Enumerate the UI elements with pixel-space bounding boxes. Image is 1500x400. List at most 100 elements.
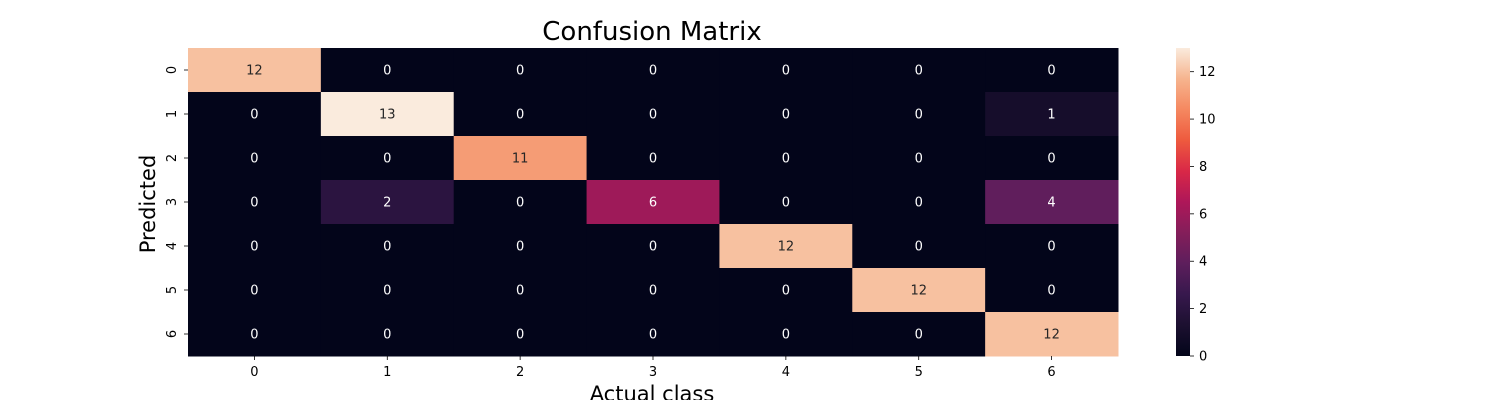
colorbar-tick-label: 4	[1199, 255, 1207, 270]
heatmap-cell	[320, 180, 455, 225]
cell-value-label: 0	[250, 152, 258, 167]
heatmap-cell	[586, 92, 720, 137]
heatmap-cell	[852, 92, 986, 137]
cell-value-label: 0	[383, 328, 391, 343]
heatmap-cell	[852, 48, 986, 93]
heatmap-cell	[586, 136, 720, 181]
cell-value-label: 0	[782, 64, 790, 79]
cell-value-label: 0	[649, 152, 657, 167]
cell-value-label: 0	[1047, 240, 1055, 255]
heatmap-cells: 12 0 0 0 0 0 0 0 13 0 0 0 0 1 0 0 11 0 0 0 0 0 2 0 6 0 0 4 0 0 0 0 12 0 0 0…	[188, 48, 1119, 357]
heatmap-cell	[852, 312, 986, 357]
y-tick-label: 4	[165, 242, 180, 250]
x-axis-ticks: 0 1 2 3 4 5 6	[250, 356, 1056, 380]
heatmap-cell	[719, 136, 853, 181]
heatmap-cell	[453, 268, 588, 313]
heatmap-cell	[719, 92, 853, 137]
heatmap-cell	[320, 136, 455, 181]
cell-value-label: 0	[516, 196, 524, 211]
cell-value-label: 0	[782, 284, 790, 299]
cell-value-label: 11	[512, 152, 529, 167]
x-tick-label: 2	[516, 365, 524, 380]
heatmap-cell	[852, 180, 986, 225]
heatmap-cell	[188, 312, 322, 357]
heatmap-cell	[985, 48, 1119, 93]
cell-value-label: 0	[649, 64, 657, 79]
heatmap-cell	[453, 92, 588, 137]
colorbar-tick-label: 8	[1199, 160, 1207, 175]
cell-value-label: 0	[1047, 64, 1055, 79]
heatmap-cell	[188, 136, 322, 181]
heatmap-cell	[586, 268, 720, 313]
y-tick-label: 5	[165, 286, 180, 294]
y-tick-label: 0	[165, 66, 180, 74]
heatmap-cell	[320, 312, 455, 357]
heatmap-cell	[320, 48, 455, 93]
cell-value-label: 0	[383, 240, 391, 255]
cell-value-label: 0	[782, 152, 790, 167]
heatmap-cell	[586, 224, 720, 269]
heatmap-cell	[985, 92, 1119, 137]
y-tick-label: 6	[165, 330, 180, 338]
heatmap-cell	[320, 268, 455, 313]
y-tick-label: 1	[165, 110, 180, 118]
cell-value-label: 6	[649, 196, 657, 211]
cell-value-label: 0	[915, 152, 923, 167]
heatmap-cell	[985, 312, 1119, 357]
cell-value-label: 0	[516, 108, 524, 123]
cell-value-label: 0	[250, 108, 258, 123]
heatmap-cell	[586, 180, 720, 225]
cell-value-label: 0	[516, 240, 524, 255]
heatmap-cell	[453, 224, 588, 269]
cell-value-label: 0	[915, 240, 923, 255]
heatmap-cell	[188, 180, 322, 225]
cell-value-label: 4	[1047, 196, 1055, 211]
colorbar-tick-label: 6	[1199, 207, 1207, 222]
cell-value-label: 0	[782, 108, 790, 123]
cell-value-label: 0	[649, 108, 657, 123]
colorbar-tick-label: 2	[1199, 302, 1207, 317]
heatmap-cell	[985, 180, 1119, 225]
cell-value-label: 0	[250, 328, 258, 343]
cell-value-label: 0	[1047, 152, 1055, 167]
colorbar-ticks: 0 2 4 6 8 10 12	[1190, 65, 1216, 365]
heatmap-cell	[188, 224, 322, 269]
y-tick-label: 2	[165, 154, 180, 162]
cell-value-label: 0	[250, 196, 258, 211]
cell-value-label: 0	[782, 196, 790, 211]
cell-value-label: 0	[915, 64, 923, 79]
heatmap-cell	[453, 180, 588, 225]
cell-value-label: 0	[516, 328, 524, 343]
cell-value-label: 13	[379, 108, 396, 123]
heatmap-cell	[852, 136, 986, 181]
heatmap-cell	[188, 48, 322, 93]
y-axis-ticks: 0 1 2 3 4 5 6	[165, 66, 188, 338]
heatmap-cell	[985, 268, 1119, 313]
colorbar-tick-label: 0	[1199, 350, 1207, 365]
cell-value-label: 0	[383, 152, 391, 167]
cell-value-label: 2	[383, 196, 391, 211]
colorbar	[1176, 48, 1190, 356]
heatmap-cell	[586, 312, 720, 357]
heatmap-cell	[453, 48, 588, 93]
x-tick-label: 1	[383, 365, 391, 380]
x-axis-label: Actual class	[590, 382, 715, 400]
cell-value-label: 12	[778, 240, 795, 255]
heatmap-cell	[719, 224, 853, 269]
chart-title: Confusion Matrix	[542, 17, 761, 47]
cell-value-label: 12	[246, 64, 263, 79]
cell-value-label: 0	[1047, 284, 1055, 299]
heatmap-cell	[719, 180, 853, 225]
colorbar-tick-label: 10	[1199, 113, 1216, 128]
cell-value-label: 0	[915, 328, 923, 343]
colorbar-tick-label: 12	[1199, 65, 1216, 80]
cell-value-label: 0	[915, 108, 923, 123]
heatmap-cell	[453, 312, 588, 357]
heatmap-cell	[985, 136, 1119, 181]
heatmap-cell	[188, 92, 322, 137]
heatmap-cell	[719, 268, 853, 313]
cell-value-label: 0	[782, 328, 790, 343]
heatmap-cell	[852, 268, 986, 313]
x-tick-label: 3	[649, 365, 657, 380]
heatmap-cell	[320, 92, 455, 137]
